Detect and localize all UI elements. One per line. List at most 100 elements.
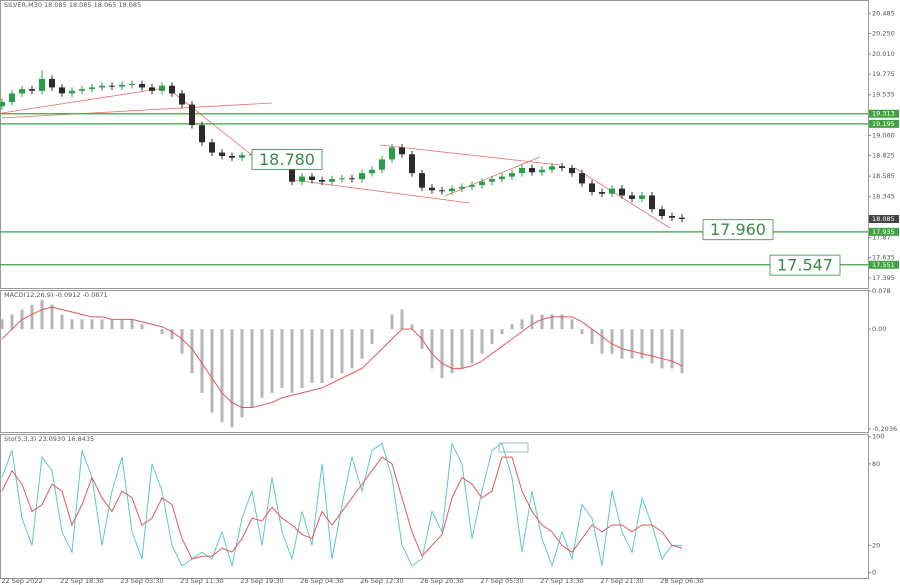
level-label: 19.313 [872,110,895,118]
macd-bar [230,329,234,428]
trend-line [379,144,561,166]
last-price-tag [869,215,899,223]
level-tag [869,227,899,236]
macd-bar [50,304,54,330]
candle-body [109,85,115,87]
macd-bar [480,329,484,354]
stoch-panel [0,434,869,579]
macd-bar [610,329,614,354]
macd-bar [600,329,604,354]
price-label-text: 17.547 [777,256,833,275]
macd-bar [350,329,354,369]
x-tick-label: 23 Sep 03:30 [120,577,163,585]
macd-bar [490,329,494,344]
macd-bar [410,324,414,330]
candle-body [219,152,225,156]
macd-bar [10,314,14,330]
symbol-header: SILVER,M30 18.085 18.085 18.065 18.085 [4,1,141,9]
candle-body [649,195,655,210]
candle-body [119,84,125,87]
candle-body [479,181,485,186]
candle-body [349,178,355,180]
candle-body [569,168,575,174]
level-label: 17.935 [872,228,895,236]
y-tick-label: 19.535 [872,91,895,99]
macd-bar [30,304,34,330]
price-label-box [769,254,841,276]
x-tick-label: 22 Sep 2022 [1,577,42,585]
candle-body [409,154,415,174]
macd-bar [40,299,44,330]
level-tag [869,119,899,128]
price-label-text: 18.780 [259,150,315,169]
candle-body [229,156,235,158]
macd-bar [340,329,344,374]
candle-body [509,173,515,177]
candle-body [669,216,675,218]
candle-body [239,155,245,158]
price-label-box [702,219,774,241]
candle-body [559,166,565,168]
macd-bar [390,314,394,330]
macd-bar [520,319,524,330]
last-price-label: 18.085 [872,215,895,223]
candle-body [29,89,35,91]
macd-bar [80,319,84,330]
candle-body [99,85,105,88]
candle-body [549,166,555,170]
y-tick-label: 17.87 [872,233,891,241]
macd-bar [300,329,304,388]
candle-body [639,195,645,199]
price-label: 18.780 [251,149,323,170]
candle-body [309,176,315,180]
candle-body [599,192,605,194]
price-label-text: 17.960 [710,220,766,239]
x-tick-label: 27 Sep 13:30 [540,577,583,585]
stoch-header: Sto(5,3,3) 23.0930 16.8435 [4,435,94,443]
candle-body [579,173,585,184]
macd-bar [200,329,204,393]
macd-bar [110,319,114,330]
macd-bar [550,314,554,330]
series-line [1,306,683,409]
candle-body [539,169,545,173]
candle-body [459,186,465,189]
macd-bar [250,329,254,408]
candle-body [529,168,535,173]
candle-body [49,78,55,88]
y-tick-label: 19.775 [872,70,895,78]
price-label: 17.547 [769,254,841,276]
y-tick-label: 18.825 [872,152,895,160]
y-tick-label: 17.395 [872,274,895,282]
x-tick-label: 27 Sep 21:30 [600,577,643,585]
candle-body [149,87,155,91]
candle-body [209,142,215,153]
macd-header: MACD(12,26,9) -0.0912 -0.0871 [4,291,108,299]
candle-body [59,87,65,94]
macd-bar [570,319,574,330]
candle-body [339,178,345,180]
macd-bar [590,329,594,344]
macd-bar [500,329,504,335]
candle-body [129,84,135,85]
candle-body [169,85,175,94]
y-tick-label: 17.635 [872,254,895,262]
level-tag [869,109,899,118]
macd-bar [460,329,464,369]
macd-bar [430,329,434,369]
y-tick-label: 100 [872,433,884,441]
macd-panel [0,290,869,433]
candle-body [439,190,445,192]
y-tick-label: 19.060 [872,131,895,139]
candle-body [619,188,625,196]
candle-body [329,179,335,182]
candle-body [679,217,685,219]
candle-body [9,93,15,102]
macd-bar [620,329,624,359]
candle-body [609,188,615,194]
trend-line [1,102,273,119]
y-tick-label: 0.078 [872,287,891,295]
x-tick-label: 27 Sep 05:30 [480,577,523,585]
macd-bar [140,324,144,330]
